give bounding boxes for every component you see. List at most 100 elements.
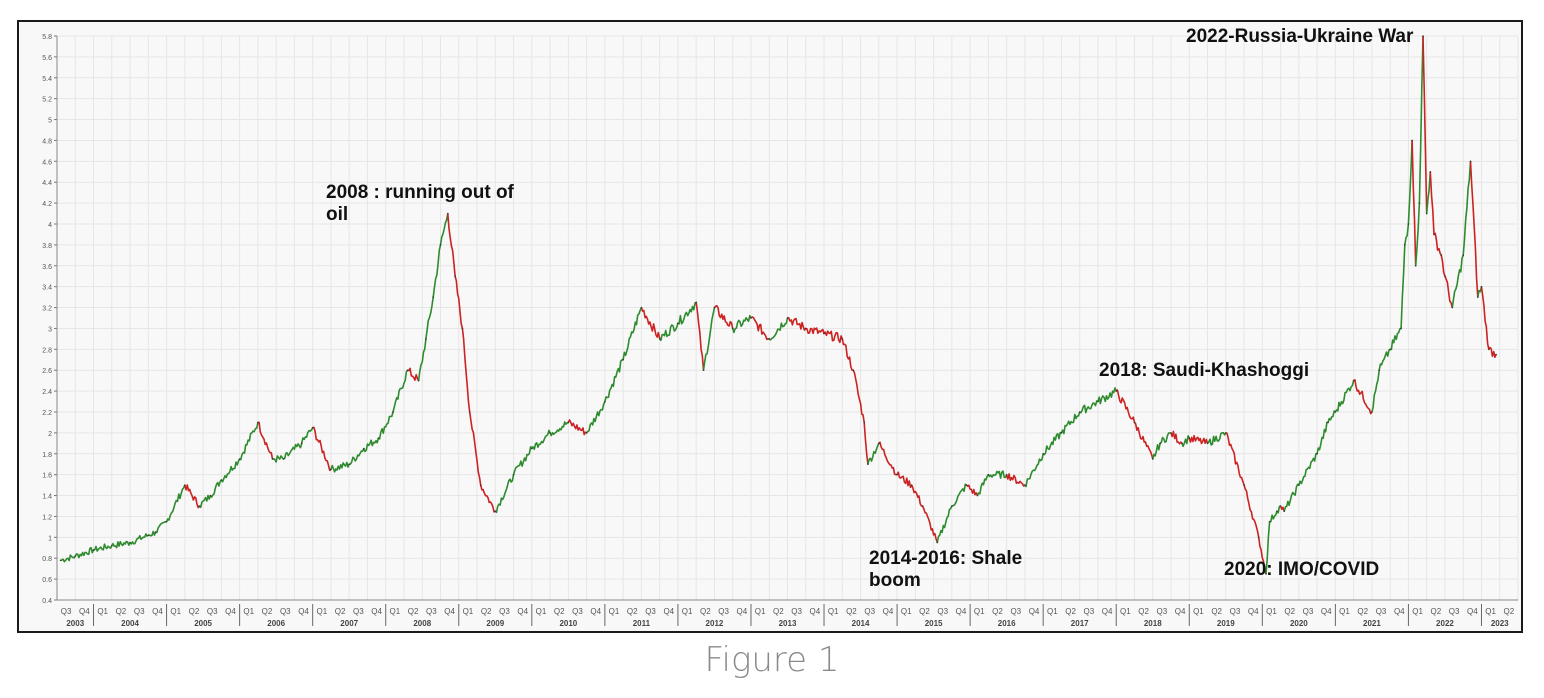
- data-point: [348, 463, 351, 466]
- x-year-label: 2019: [1217, 619, 1235, 628]
- series-segment: [447, 213, 456, 277]
- data-point: [1495, 353, 1497, 356]
- series-segment: [787, 317, 807, 331]
- data-point: [1371, 411, 1373, 413]
- x-quarter-label: Q1: [1412, 607, 1423, 616]
- data-point: [300, 442, 303, 445]
- data-point: [406, 369, 409, 372]
- data-point: [786, 317, 789, 319]
- data-point: [976, 494, 979, 497]
- data-point: [147, 534, 150, 537]
- annotation-ukraine-line1: 2022-Russia-Ukraine War: [1186, 26, 1414, 47]
- data-point: [1316, 452, 1318, 455]
- annotation-shale: 2014-2016: Shale boom: [869, 548, 1022, 592]
- series-segment: [1283, 483, 1300, 512]
- data-point: [640, 306, 643, 309]
- data-point: [1279, 505, 1282, 507]
- x-quarter-label: Q2: [1211, 607, 1222, 616]
- y-tick-label: 1: [48, 535, 52, 542]
- x-quarter-label: Q2: [627, 607, 638, 616]
- annotation-2008-line2: oil: [326, 204, 349, 225]
- x-quarter-label: Q2: [189, 607, 200, 616]
- data-point: [658, 338, 661, 340]
- x-quarter-label: Q3: [864, 607, 875, 616]
- data-point: [702, 369, 705, 372]
- data-point: [494, 510, 497, 513]
- data-point: [1433, 233, 1435, 236]
- x-year-label: 2021: [1363, 619, 1381, 628]
- data-point: [1024, 484, 1026, 486]
- x-year-label: 2012: [706, 619, 724, 628]
- data-point: [549, 432, 551, 434]
- data-point: [936, 541, 939, 544]
- y-tick-label: 0.4: [42, 598, 52, 605]
- x-quarter-label: Q3: [499, 607, 510, 616]
- x-quarter-label: Q4: [517, 607, 528, 616]
- series-segment: [129, 533, 149, 545]
- data-point: [1469, 160, 1472, 163]
- series-segment: [1334, 380, 1355, 413]
- y-tick-label: 3.4: [42, 285, 52, 292]
- x-year-label: 2007: [340, 619, 358, 628]
- series-segment: [1477, 286, 1483, 298]
- series-segment: [805, 327, 825, 335]
- y-tick-label: 0.8: [42, 556, 52, 563]
- x-year-label: 2014: [852, 619, 870, 628]
- x-quarter-label: Q3: [1303, 607, 1314, 616]
- series-segment: [512, 446, 533, 475]
- data-point: [220, 479, 223, 481]
- data-point: [1462, 254, 1465, 257]
- series-segment: [494, 474, 515, 514]
- series-segment: [1206, 431, 1227, 446]
- data-point: [1422, 35, 1424, 37]
- series-segment: [349, 448, 365, 465]
- data-point: [282, 458, 285, 460]
- x-quarter-label: Q3: [280, 607, 291, 616]
- series-segment: [1353, 379, 1373, 415]
- data-point: [1444, 275, 1446, 278]
- x-year-label: 2013: [779, 619, 797, 628]
- series-segment: [1407, 140, 1413, 225]
- data-point: [363, 447, 365, 450]
- x-quarter-label: Q2: [554, 607, 565, 616]
- data-point: [1243, 484, 1245, 486]
- data-point: [512, 473, 515, 476]
- series-segment: [312, 426, 332, 472]
- x-quarter-label: Q3: [1376, 607, 1387, 616]
- x-quarter-label: Q2: [773, 607, 784, 616]
- y-tick-label: 4.2: [42, 201, 52, 208]
- data-point: [271, 458, 274, 460]
- data-point: [1133, 421, 1136, 424]
- data-point: [1477, 296, 1479, 298]
- x-year-label: 2006: [267, 619, 285, 628]
- series-segment: [531, 429, 551, 451]
- y-tick-label: 4.4: [42, 180, 52, 187]
- y-tick-label: 0.6: [42, 577, 52, 584]
- x-quarter-label: Q2: [1504, 607, 1515, 616]
- data-point: [677, 322, 679, 325]
- series-segment: [468, 411, 482, 486]
- data-point: [1225, 432, 1227, 434]
- x-quarter-label: Q3: [572, 607, 583, 616]
- series-segment: [1327, 410, 1336, 423]
- series-segment: [148, 530, 157, 537]
- series-segment: [1298, 453, 1318, 486]
- series-segment: [220, 458, 241, 483]
- series-segment: [1433, 232, 1442, 256]
- data-point: [1418, 202, 1421, 204]
- series-segment: [987, 470, 1008, 479]
- series-segment: [951, 483, 967, 507]
- data-point: [1403, 244, 1406, 246]
- x-quarter-label: Q3: [61, 607, 72, 616]
- series-segment: [425, 296, 434, 340]
- series-segment: [823, 330, 844, 344]
- series-segment: [695, 302, 705, 371]
- series-segment: [1444, 275, 1454, 308]
- series-segment: [1425, 171, 1432, 214]
- series-segment: [209, 479, 223, 498]
- series-segment: [1243, 484, 1260, 538]
- series-segment: [1060, 411, 1081, 435]
- y-tick-label: 2: [48, 431, 52, 438]
- y-tick-label: 3.2: [42, 306, 52, 313]
- x-quarter-label: Q4: [1467, 607, 1478, 616]
